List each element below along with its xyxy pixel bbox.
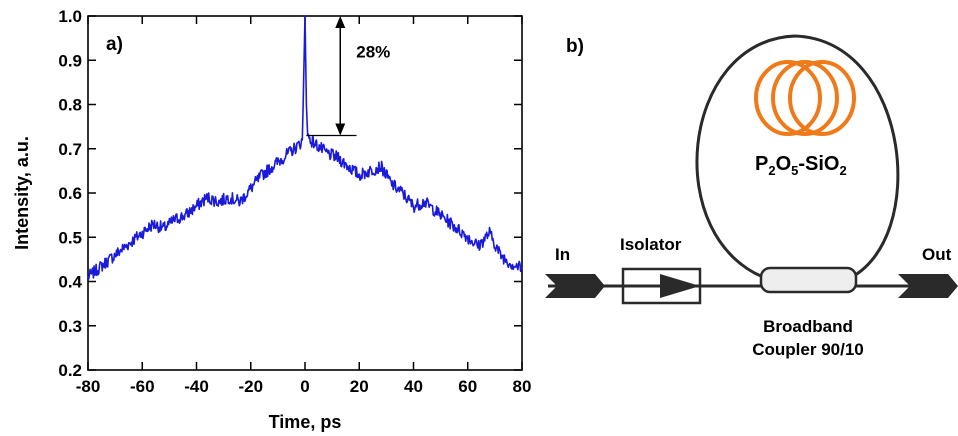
plot-frame [87,15,523,371]
y-tick-label: 0.5 [58,228,82,247]
input-arrow-icon [545,274,605,298]
x-axis-ticks: -80 -60 -40 -20 0 20 40 60 80 [76,16,532,396]
coupler-label-line2: Coupler 90/10 [752,340,864,359]
output-arrow-icon [898,274,958,298]
x-tick-label: -40 [184,377,209,396]
coupler-box [759,266,858,294]
arrow-up-icon [335,16,346,28]
y-tick-label: 0.8 [58,96,82,115]
panel-a-label: a) [106,34,123,55]
y-axis-ticks: 0.2 0.3 0.4 0.5 0.6 0.7 0.8 0.9 1.0 [58,7,522,380]
coupler-label-line1: Broadband [763,317,853,336]
y-tick-label: 0.2 [58,361,82,380]
x-tick-label: 80 [513,377,532,396]
percentage-annotation: 28% [306,16,390,137]
intensity-series-line [87,15,523,280]
x-tick-label: -80 [76,377,101,396]
arrow-down-icon [335,123,346,136]
annotation-label: 28% [356,43,390,62]
x-tick-label: 60 [458,377,477,396]
intensity-chart: 0.2 0.3 0.4 0.5 0.6 0.7 0.8 0.9 1.0 -80 -60 -40 -20… [12,7,531,432]
fiber-label: P2O5-SiO2 [755,153,847,178]
output-label: Out [922,245,952,264]
isolator-arrow-icon [660,274,700,298]
x-tick-label: -20 [238,377,263,396]
y-tick-label: 0.9 [58,51,82,70]
y-axis-label: Intensity, a.u. [12,136,32,250]
x-axis-label: Time, ps [269,412,342,432]
fiber-coil-icon [754,60,856,136]
x-tick-label: -60 [130,377,155,396]
y-tick-label: 1.0 [58,7,82,26]
isolator-label: Isolator [620,235,682,254]
y-tick-label: 0.3 [58,317,82,336]
input-label: In [555,245,570,264]
x-tick-label: 20 [350,377,369,396]
y-tick-label: 0.6 [58,184,82,203]
y-tick-label: 0.7 [58,140,82,159]
fiber-laser-diagram: b) P2O5-SiO2 In Isolator Broadband Coupl… [545,34,958,359]
x-tick-label: 40 [404,377,423,396]
fiber-ring-loop [695,34,900,281]
x-tick-label: 0 [300,377,309,396]
panel-b-label: b) [566,36,584,57]
y-tick-label: 0.4 [58,273,82,292]
